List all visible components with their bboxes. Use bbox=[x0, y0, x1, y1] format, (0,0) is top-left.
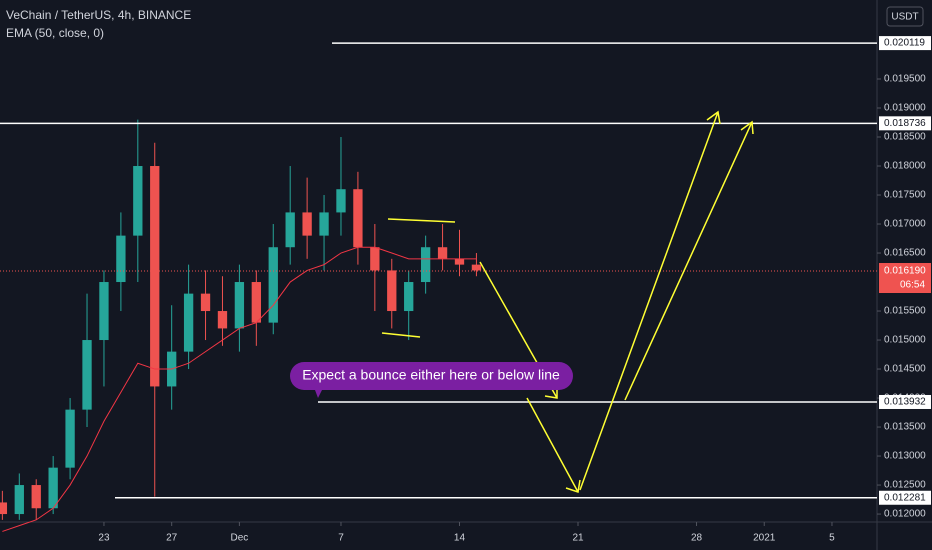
y-tick-label: 0.015500 bbox=[884, 306, 926, 317]
candle-body bbox=[234, 282, 245, 329]
ema-line bbox=[2, 246, 477, 532]
y-tick-label: 0.012000 bbox=[884, 509, 926, 520]
candle-body bbox=[31, 485, 41, 509]
candle-body bbox=[133, 166, 143, 236]
trend-line bbox=[387, 218, 456, 223]
candle-body bbox=[217, 311, 228, 329]
candle-body bbox=[82, 340, 92, 410]
candle-body bbox=[183, 293, 194, 352]
candle-body bbox=[454, 258, 465, 265]
candle-body bbox=[285, 212, 295, 248]
candle-body bbox=[437, 247, 448, 259]
level-label-box bbox=[879, 36, 931, 51]
y-tick-label: 0.013000 bbox=[884, 451, 926, 462]
x-tick-label: 2021 bbox=[753, 533, 776, 544]
x-tick-label: Dec bbox=[230, 533, 248, 544]
price-axis: 0.0120000.0125000.0130000.0135000.014000… bbox=[877, 36, 931, 520]
level-label: 0.018736 bbox=[884, 118, 926, 129]
candle-body bbox=[387, 270, 397, 312]
y-tick-label: 0.015000 bbox=[884, 335, 926, 346]
candle-body bbox=[319, 212, 329, 236]
candle-body bbox=[200, 293, 211, 312]
x-tick-label: 21 bbox=[572, 533, 584, 544]
candle-body bbox=[116, 235, 126, 283]
y-tick-label: 0.019500 bbox=[884, 74, 926, 85]
level-label: 0.012281 bbox=[884, 492, 926, 503]
currency-button[interactable] bbox=[886, 6, 924, 27]
y-tick-label: 0.018500 bbox=[884, 132, 926, 143]
y-tick-label: 0.017500 bbox=[884, 190, 926, 201]
currency-label[interactable]: USDT bbox=[891, 12, 918, 23]
candle-body bbox=[420, 247, 431, 283]
x-tick-label: 14 bbox=[454, 533, 466, 544]
arrow-head bbox=[706, 110, 721, 125]
x-tick-label: 7 bbox=[338, 533, 344, 544]
last-price-box bbox=[879, 263, 931, 294]
countdown-label: 06:54 bbox=[900, 280, 925, 291]
candle-body bbox=[268, 247, 278, 323]
candle-body bbox=[302, 212, 312, 236]
candle-body bbox=[471, 264, 482, 271]
candle-body bbox=[353, 189, 363, 248]
arrow bbox=[526, 397, 579, 493]
annotation-text: Expect a bounce either here or below lin… bbox=[302, 367, 560, 383]
candle-body bbox=[99, 282, 109, 341]
last-price-label: 0.016190 bbox=[884, 266, 926, 277]
candle-body bbox=[370, 247, 380, 271]
y-tick-label: 0.013500 bbox=[884, 422, 926, 433]
candle-body bbox=[336, 189, 346, 213]
chart-title: VeChain / TetherUS, 4h, BINANCE bbox=[6, 8, 191, 22]
level-label-box bbox=[879, 116, 931, 131]
arrow-head bbox=[740, 120, 754, 135]
level-label-box bbox=[879, 490, 931, 505]
arrow bbox=[624, 121, 753, 401]
drawings bbox=[381, 110, 754, 493]
trend-line bbox=[381, 332, 421, 338]
candle-body bbox=[251, 282, 261, 323]
candle-body bbox=[0, 502, 8, 515]
x-tick-label: 23 bbox=[98, 533, 110, 544]
arrow-head bbox=[565, 479, 581, 493]
level-label: 0.020119 bbox=[884, 38, 925, 49]
candle-body bbox=[48, 467, 58, 509]
y-tick-label: 0.014500 bbox=[884, 364, 926, 375]
annotation-bubble bbox=[290, 362, 573, 398]
arrow bbox=[579, 111, 719, 491]
y-tick-label: 0.018000 bbox=[884, 161, 926, 172]
candle-body bbox=[65, 409, 75, 468]
indicator-label: EMA (50, close, 0) bbox=[6, 26, 104, 40]
y-tick-label: 0.012500 bbox=[884, 480, 926, 491]
level-label: 0.013932 bbox=[884, 397, 926, 408]
y-tick-label: 0.019000 bbox=[884, 103, 926, 114]
x-tick-label: 5 bbox=[829, 533, 835, 544]
x-tick-label: 28 bbox=[691, 533, 703, 544]
candle-body bbox=[14, 485, 24, 515]
y-tick-label: 0.016500 bbox=[884, 248, 926, 259]
candle-body bbox=[404, 282, 414, 312]
level-label-box bbox=[879, 394, 931, 409]
candle-body bbox=[150, 166, 160, 387]
y-tick-label: 0.017000 bbox=[884, 219, 926, 230]
plot-area bbox=[0, 42, 877, 532]
x-tick-label: 27 bbox=[166, 533, 178, 544]
